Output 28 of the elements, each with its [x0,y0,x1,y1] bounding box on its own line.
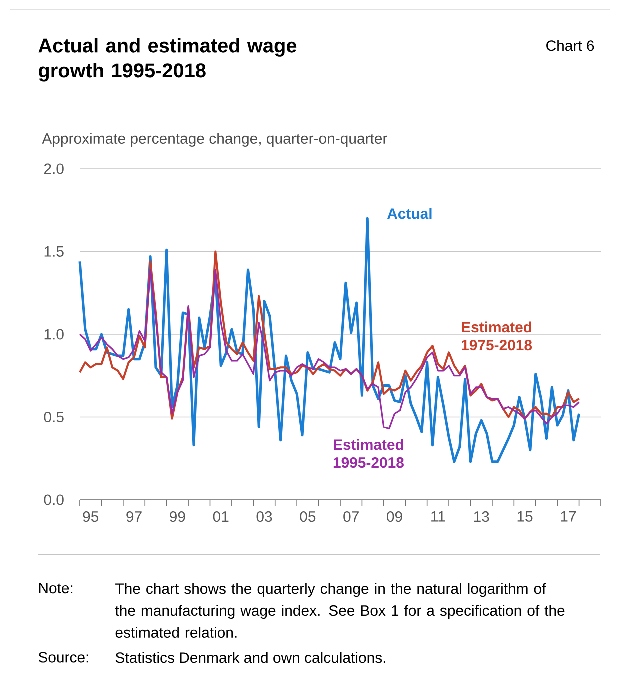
x-tick-label: 97 [126,512,142,522]
x-tick-label: 95 [83,512,99,522]
x-tick-label: 05 [300,512,316,522]
series-label: Estimated 1995-2018 [334,439,404,468]
x-tick-label: 17 [561,512,576,522]
x-tick-label: 99 [170,512,186,522]
y-tick-label: 2.0 [44,164,64,174]
y-tick-label: 1.0 [44,329,64,340]
series-label: Estimated 1975-2018 [462,322,532,351]
y-tick-label: 1.5 [44,246,64,257]
y-tick-label: 0.0 [44,494,64,506]
text: Statistics Denmark and own calculations. [116,652,386,664]
caption: Chart 6 [546,40,594,52]
x-tick-label: 13 [474,512,490,522]
line-series [78,250,580,420]
chart-title: Actual and estimated wage growth 1995-2018 [38,38,297,82]
x-tick-label: 15 [518,512,533,522]
text: Note: [39,583,73,594]
x-tick-label: 01 [213,512,229,522]
x-tick-label: 11 [432,512,446,522]
x-tick-label: 03 [256,512,272,522]
x-tick-label: 09 [387,512,402,522]
y-tick-label: 0.5 [44,412,64,423]
text: The chart shows the quarterly change in the natural logarithm of the manufacturing wage index. See Box 1 for a specification of the estimated relation. [115,583,565,638]
series-label: Actual [388,208,432,220]
source-note: Source: [38,652,88,663]
x-tick-label: 07 [344,512,359,522]
y-axis-title: Approximate percentage change, quarter-on-quarter [42,133,388,147]
